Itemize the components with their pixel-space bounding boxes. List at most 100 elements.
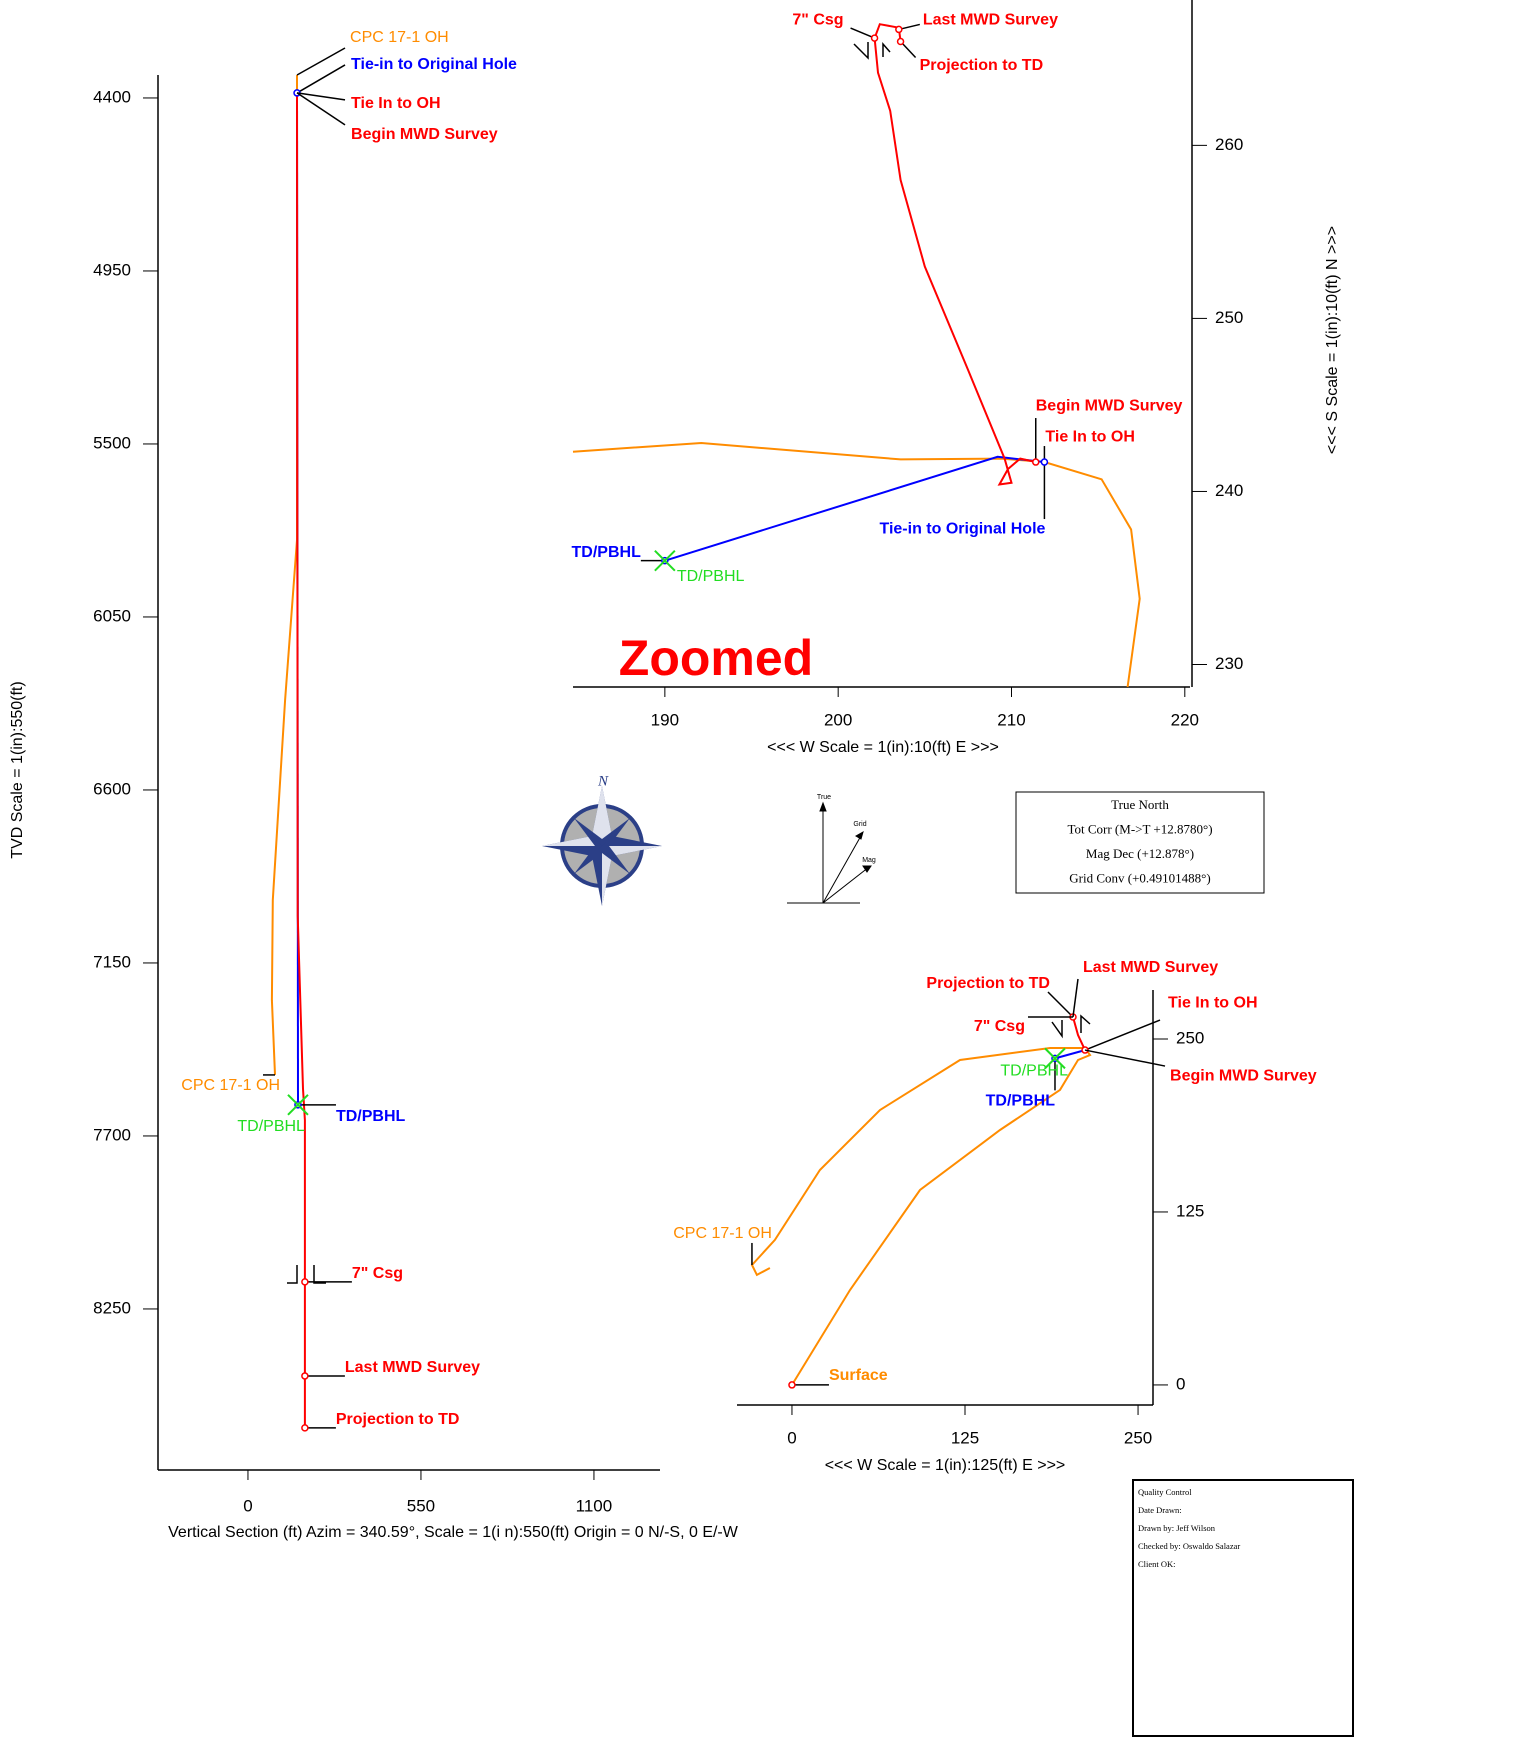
y-tick-label: 7700 bbox=[93, 1125, 131, 1144]
series-line bbox=[1073, 1017, 1085, 1050]
annotation-label: CPC 17-1 OH bbox=[181, 1077, 280, 1094]
grid-arrow bbox=[823, 834, 862, 903]
north-box-line: True North bbox=[1111, 797, 1169, 812]
annotation-label: Begin MWD Survey bbox=[1170, 1067, 1317, 1084]
north-box-line: Mag Dec (+12.878°) bbox=[1086, 846, 1194, 861]
annotation-label: Projection to TD bbox=[336, 1411, 460, 1428]
annotation-label: Begin MWD Survey bbox=[1036, 397, 1183, 414]
north-box-line: Tot Corr (M->T +12.8780°) bbox=[1067, 821, 1212, 836]
y-tick-label: 4400 bbox=[93, 87, 131, 106]
leader-line bbox=[851, 28, 875, 38]
y-tick-label: 260 bbox=[1215, 135, 1243, 154]
leader-line bbox=[297, 93, 345, 125]
series-line bbox=[665, 457, 1045, 561]
qc-line: Quality Control bbox=[1138, 1487, 1192, 1497]
y-tick-label: 250 bbox=[1176, 1028, 1204, 1047]
x-tick-label: 1100 bbox=[576, 1496, 613, 1515]
annotation-label: TD/PBHL bbox=[677, 568, 745, 585]
station-marker bbox=[896, 26, 902, 32]
arrow-head bbox=[820, 803, 826, 811]
qc-line: Drawn by: Jeff Wilson bbox=[1138, 1523, 1216, 1533]
qc-line: Date Drawn: bbox=[1138, 1505, 1182, 1515]
series-line bbox=[875, 24, 1036, 484]
annotation-label: TD/PBHL bbox=[237, 1118, 305, 1135]
qc-line: Client OK: bbox=[1138, 1559, 1176, 1569]
y-tick-label: 8250 bbox=[93, 1298, 131, 1317]
x-tick-label: 0 bbox=[787, 1428, 796, 1447]
annotation-label: CPC 17-1 OH bbox=[673, 1225, 772, 1242]
x-tick-label: 200 bbox=[824, 710, 852, 729]
annotation-label: Last MWD Survey bbox=[345, 1359, 480, 1376]
north-box-line: Grid Conv (+0.49101488°) bbox=[1069, 870, 1210, 885]
y-tick-label: 230 bbox=[1215, 654, 1243, 673]
y-tick-label: 6600 bbox=[93, 779, 131, 798]
annotation-label: TD/PBHL bbox=[572, 544, 642, 561]
annotation-label: 7" Csg bbox=[352, 1265, 403, 1282]
annotation-label: 7" Csg bbox=[792, 11, 843, 28]
qc-box bbox=[1133, 1480, 1353, 1736]
well-plot: N True Grid Mag 0 550 1100 4400 4950 5500 6050… bbox=[0, 0, 1517, 1738]
annotation-label: Projection to TD bbox=[920, 57, 1044, 74]
annotation-label: CPC 17-1 OH bbox=[350, 29, 449, 46]
annotation-label: Last MWD Survey bbox=[1083, 959, 1218, 976]
annotation-label: Tie In to OH bbox=[351, 95, 440, 112]
leader-line bbox=[1048, 992, 1073, 1017]
mag-arrow bbox=[823, 867, 869, 903]
true-label: True bbox=[817, 794, 831, 801]
leader-line bbox=[1085, 1020, 1160, 1050]
compass-rose: N bbox=[542, 773, 662, 906]
station-marker bbox=[872, 35, 878, 41]
annotation-label: Projection to TD bbox=[926, 975, 1050, 992]
station-marker bbox=[898, 39, 904, 45]
chart-title: Zoomed bbox=[619, 630, 813, 686]
leader-line bbox=[297, 65, 345, 93]
station-marker bbox=[1033, 459, 1039, 465]
x-axis-label: Vertical Section (ft) Azim = 340.59°, Sc… bbox=[168, 1524, 739, 1541]
arrow-head bbox=[856, 832, 863, 839]
station-marker bbox=[302, 1279, 308, 1285]
station-marker bbox=[302, 1425, 308, 1431]
annotation-label: 7" Csg bbox=[974, 1018, 1025, 1035]
y-tick-label: 0 bbox=[1176, 1374, 1185, 1393]
y-tick-label: 240 bbox=[1215, 481, 1243, 500]
x-tick-label: 550 bbox=[407, 1496, 435, 1515]
station-marker bbox=[789, 1382, 795, 1388]
grid-label: Grid bbox=[853, 821, 866, 828]
y-tick-label: 250 bbox=[1215, 308, 1243, 327]
series-line bbox=[272, 75, 297, 1075]
mag-label: Mag bbox=[862, 857, 876, 864]
x-axis-label: <<< W Scale = 1(in):125(ft) E >>> bbox=[825, 1457, 1066, 1474]
annotation-label: Tie-in to Original Hole bbox=[879, 520, 1045, 537]
annotation-label: Tie In to OH bbox=[1168, 994, 1257, 1011]
annotation-label: TD/PBHL bbox=[986, 1093, 1056, 1110]
y-axis-label: <<< S Scale = 1(in):10(ft) N >>> bbox=[1324, 226, 1341, 454]
y-tick-label: 7150 bbox=[93, 952, 131, 971]
annotation-label: Tie-in to Original Hole bbox=[351, 56, 517, 73]
x-tick-label: 210 bbox=[997, 710, 1025, 729]
y-tick-label: 5500 bbox=[93, 433, 131, 452]
y-tick-label: 4950 bbox=[93, 260, 131, 279]
x-axis-label: <<< W Scale = 1(in):10(ft) E >>> bbox=[767, 739, 999, 756]
compass-label: N bbox=[597, 773, 609, 789]
qc-line: Checked by: Oswaldo Salazar bbox=[1138, 1541, 1240, 1551]
y-tick-label: 125 bbox=[1176, 1201, 1204, 1220]
annotation-label: TD/PBHL bbox=[1000, 1063, 1068, 1080]
y-tick-label: 6050 bbox=[93, 606, 131, 625]
x-tick-label: 125 bbox=[951, 1428, 979, 1447]
x-tick-label: 190 bbox=[651, 710, 679, 729]
station-marker bbox=[1041, 459, 1047, 465]
annotation-label: Tie In to OH bbox=[1045, 428, 1134, 445]
annotation-label: Begin MWD Survey bbox=[351, 126, 498, 143]
x-tick-label: 220 bbox=[1171, 710, 1199, 729]
leader-line bbox=[1073, 979, 1078, 1017]
annotation-label: Last MWD Survey bbox=[923, 12, 1058, 29]
north-arrows bbox=[787, 803, 871, 903]
y-axis-label: TVD Scale = 1(in):550(ft) bbox=[9, 681, 26, 858]
leader-line bbox=[297, 93, 345, 100]
station-marker bbox=[302, 1373, 308, 1379]
leader-line bbox=[297, 48, 345, 75]
x-tick-label: 250 bbox=[1124, 1428, 1152, 1447]
annotation-label: TD/PBHL bbox=[336, 1108, 406, 1125]
annotation-label: Surface bbox=[829, 1367, 888, 1384]
x-tick-label: 0 bbox=[243, 1496, 252, 1515]
